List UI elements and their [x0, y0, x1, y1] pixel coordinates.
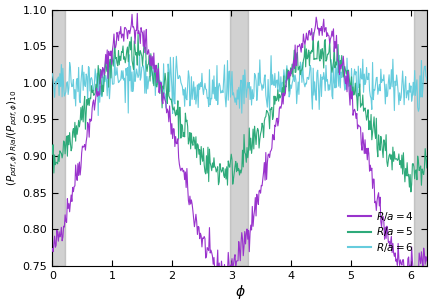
X-axis label: $\phi$: $\phi$	[235, 283, 245, 301]
Bar	[229, 10, 248, 266]
Y-axis label: $(P_{pdf,\phi})_{R/a}/(P_{pdf,\phi})_{10}$: $(P_{pdf,\phi})_{R/a}/(P_{pdf,\phi})_{10…	[6, 89, 20, 186]
Bar	[52, 10, 65, 266]
Legend: $R/a = 4$, $R/a = 5$, $R/a = 6$: $R/a = 4$, $R/a = 5$, $R/a = 6$	[344, 205, 418, 258]
Bar	[414, 10, 427, 266]
